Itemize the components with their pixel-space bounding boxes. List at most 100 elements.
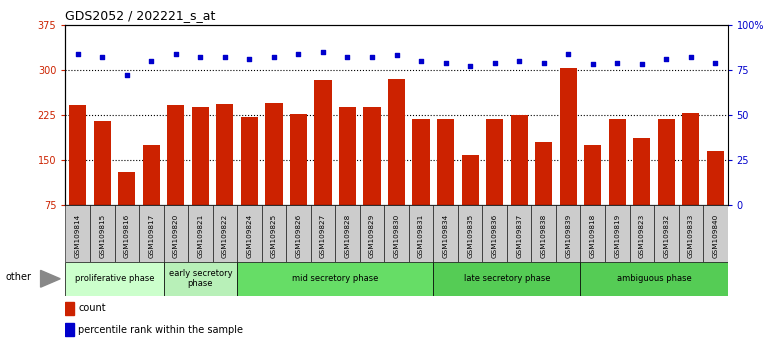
Text: GSM109821: GSM109821 (197, 214, 203, 258)
Bar (707, 151, 724, 205)
Text: GSM109819: GSM109819 (614, 214, 621, 258)
Bar (511, 115, 527, 205)
Point (316, 49, 329, 55)
Bar (678, 205, 703, 262)
Bar (163, 262, 237, 296)
Text: GSM109834: GSM109834 (443, 214, 449, 258)
Bar (237, 205, 262, 262)
Text: GSM109817: GSM109817 (149, 214, 154, 258)
Bar (339, 107, 356, 205)
Bar (65, 262, 163, 296)
Bar (290, 114, 307, 205)
Point (636, 62, 648, 67)
Point (219, 55, 231, 60)
Text: GSM109824: GSM109824 (246, 214, 253, 258)
Bar (584, 145, 601, 205)
Text: late secretory phase: late secretory phase (464, 274, 551, 283)
Point (440, 60, 452, 65)
Bar (360, 205, 384, 262)
Bar (335, 205, 360, 262)
Bar (461, 155, 479, 205)
Bar (388, 79, 405, 205)
Point (415, 58, 427, 64)
Bar (703, 205, 728, 262)
Point (390, 53, 403, 58)
Point (709, 60, 721, 65)
Bar (139, 205, 163, 262)
Text: GSM109825: GSM109825 (271, 214, 277, 258)
Text: ambiguous phase: ambiguous phase (617, 274, 691, 283)
Text: mid secretory phase: mid secretory phase (292, 274, 378, 283)
Bar (560, 68, 577, 205)
Text: percentile rank within the sample: percentile rank within the sample (78, 325, 243, 335)
Bar (65, 205, 90, 262)
Bar (363, 107, 380, 205)
Bar (311, 205, 335, 262)
Text: GSM109831: GSM109831 (418, 214, 424, 258)
Text: GSM109820: GSM109820 (172, 214, 179, 258)
Bar (142, 145, 160, 205)
Text: GSM109829: GSM109829 (369, 214, 375, 258)
Bar (314, 80, 332, 205)
Text: GDS2052 / 202221_s_at: GDS2052 / 202221_s_at (65, 9, 216, 22)
Bar (65, 323, 74, 336)
Text: GSM109840: GSM109840 (712, 214, 718, 258)
Point (537, 60, 550, 65)
Bar (69, 105, 86, 205)
Bar (266, 103, 283, 205)
Text: GSM109837: GSM109837 (516, 214, 522, 258)
Point (293, 51, 305, 57)
Text: GSM109816: GSM109816 (124, 214, 130, 258)
Point (660, 56, 672, 62)
Bar (556, 205, 581, 262)
Text: GSM109832: GSM109832 (663, 214, 669, 258)
Point (145, 58, 157, 64)
Bar (94, 121, 111, 205)
Bar (409, 205, 434, 262)
Bar (654, 205, 678, 262)
Bar (458, 205, 482, 262)
Bar (163, 205, 188, 262)
Point (243, 56, 256, 62)
Bar (609, 119, 626, 205)
Bar (434, 205, 458, 262)
Point (194, 55, 206, 60)
Point (611, 60, 624, 65)
Bar (241, 117, 258, 205)
Text: GSM109833: GSM109833 (688, 214, 694, 258)
Bar (115, 205, 139, 262)
Bar (581, 262, 728, 296)
Bar (486, 119, 504, 205)
Bar (167, 105, 184, 205)
Text: GSM109818: GSM109818 (590, 214, 596, 258)
Point (268, 55, 280, 60)
Point (169, 51, 182, 57)
Polygon shape (41, 270, 60, 287)
Text: GSM109835: GSM109835 (467, 214, 473, 258)
Text: GSM109823: GSM109823 (639, 214, 644, 258)
Point (72, 51, 84, 57)
Bar (531, 205, 556, 262)
Point (685, 55, 697, 60)
Bar (384, 205, 409, 262)
Bar (188, 205, 213, 262)
Text: other: other (5, 272, 32, 282)
Bar (581, 205, 605, 262)
Text: early secretory
phase: early secretory phase (169, 269, 233, 289)
Bar (482, 205, 507, 262)
Bar (213, 205, 237, 262)
Bar (286, 205, 311, 262)
Text: GSM109822: GSM109822 (222, 214, 228, 258)
Text: GSM109828: GSM109828 (344, 214, 350, 258)
Text: GSM109814: GSM109814 (75, 214, 81, 258)
Text: GSM109815: GSM109815 (99, 214, 105, 258)
Text: GSM109826: GSM109826 (296, 214, 301, 258)
Bar (65, 302, 74, 315)
Bar (507, 205, 531, 262)
Bar (118, 172, 136, 205)
Bar (262, 205, 286, 262)
Point (366, 55, 378, 60)
Text: proliferative phase: proliferative phase (75, 274, 154, 283)
Bar (90, 205, 115, 262)
Bar (605, 205, 630, 262)
